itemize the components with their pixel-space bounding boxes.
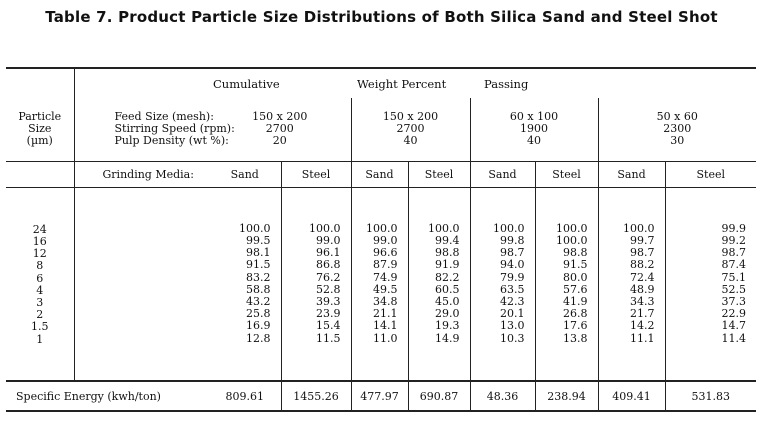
media-6: Steel xyxy=(535,161,599,188)
energy-value: 531.83 xyxy=(665,381,757,412)
values-col-5: 100.0 99.8 98.7 94.0 79.9 63.5 42.3 20.1 13.0 10.… xyxy=(470,187,536,382)
energy-value: 48.36 xyxy=(470,381,536,412)
header-row-conditions: Particle Size (µm) Feed Size (mesh): Sti… xyxy=(6,98,757,162)
energy-row: Specific Energy (kwh/ton) 809.61 1455.26… xyxy=(6,381,757,412)
header-weight-percent: Weight Percent xyxy=(351,67,470,98)
values-col-7: 100.0 99.7 98.7 88.2 72.4 48.9 34.3 21.7 14.2 11.… xyxy=(598,187,666,382)
energy-value: 238.94 xyxy=(535,381,599,412)
header-cumulative: Cumulative xyxy=(209,67,351,98)
condition-4: 50 x 60 2300 30 xyxy=(598,98,757,162)
media-8: Steel xyxy=(665,161,757,188)
header-row-top: Cumulative Weight Percent Passing xyxy=(6,67,757,98)
media-7: Sand xyxy=(598,161,666,188)
media-1: Sand xyxy=(209,161,282,188)
condition-2: 150 x 200 2700 40 xyxy=(351,98,471,162)
particle-size-table: Cumulative Weight Percent Passing Partic… xyxy=(6,67,757,412)
energy-value: 1455.26 xyxy=(281,381,352,412)
values-col-1: 100.0 99.5 98.1 91.5 83.2 58.8 43.2 25.8 16.9 12.… xyxy=(209,187,282,382)
energy-value: 409.41 xyxy=(598,381,666,412)
header-row-media: Grinding Media: Sand Steel Sand Steel Sa… xyxy=(6,161,757,188)
energy-value: 477.97 xyxy=(351,381,409,412)
energy-value: 690.87 xyxy=(408,381,471,412)
size-column: 24 16 12 8 6 4 3 2 1.5 1 xyxy=(6,187,75,382)
energy-label: Specific Energy (kwh/ton) xyxy=(6,381,209,412)
parameter-labels: Feed Size (mesh): Stirring Speed (rpm): … xyxy=(74,98,235,162)
table-title: Table 7. Product Particle Size Distribut… xyxy=(45,8,718,26)
condition-1: 150 x 200 2700 20 xyxy=(209,98,352,162)
data-row: 24 16 12 8 6 4 3 2 1.5 1 100.0 99.5 98.1 91… xyxy=(6,187,757,382)
grinding-media-label: Grinding Media: xyxy=(74,161,209,188)
values-col-8: 99.9 99.2 98.7 87.4 75.1 52.5 37.3 22.9 14.7 11.4 xyxy=(665,187,757,382)
condition-3: 60 x 100 1900 40 xyxy=(470,98,599,162)
header-passing: Passing xyxy=(470,67,599,98)
media-2: Steel xyxy=(281,161,352,188)
values-col-2: 100.0 99.0 96.1 86.8 76.2 52.8 39.3 23.9 15.4 11.… xyxy=(281,187,352,382)
values-col-3: 100.0 99.0 96.6 87.9 74.9 49.5 34.8 21.1 14.1 11.… xyxy=(351,187,409,382)
media-4: Steel xyxy=(408,161,471,188)
values-col-6: 100.0 100.0 98.8 91.5 80.0 57.6 41.9 26.8 17.6 13… xyxy=(535,187,599,382)
media-3: Sand xyxy=(351,161,409,188)
energy-value: 809.61 xyxy=(209,381,282,412)
media-5: Sand xyxy=(470,161,536,188)
values-col-4: 100.0 99.4 98.8 91.9 82.2 60.5 45.0 29.0 19.3 14.… xyxy=(408,187,471,382)
particle-size-header: Particle Size (µm) xyxy=(6,98,75,162)
